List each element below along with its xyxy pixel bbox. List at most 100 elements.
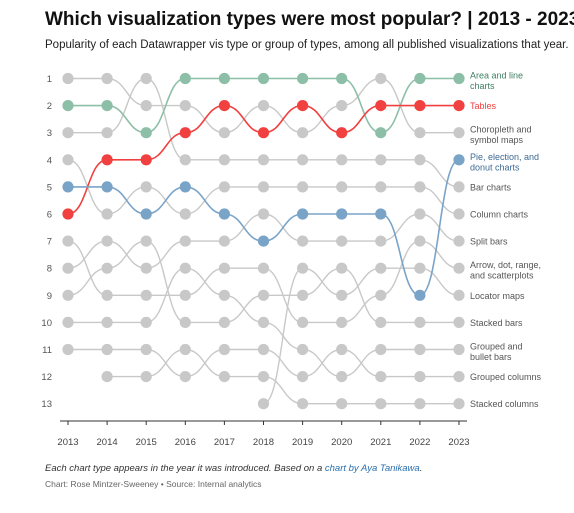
column-charts-point xyxy=(414,181,426,193)
stacked-columns-line xyxy=(107,348,459,405)
pie-election-and-donut-charts-series xyxy=(62,154,465,301)
stacked-bars-point xyxy=(297,289,309,301)
split-bars-point xyxy=(101,235,113,247)
rank-tick-label: 9 xyxy=(47,291,52,302)
footnote: Each chart type appears in the year it w… xyxy=(45,463,422,474)
grouped-and-bullet-bars-point xyxy=(257,316,270,328)
stacked-bars-point xyxy=(414,316,426,328)
bar-charts-point xyxy=(297,154,309,166)
grouped-and-bullet-bars-point xyxy=(101,316,113,328)
column-charts-point xyxy=(297,181,309,193)
pie-election-and-donut-charts-point xyxy=(101,181,113,193)
grouped-columns-point xyxy=(453,371,465,383)
split-bars-point xyxy=(297,235,309,247)
bar-charts-point xyxy=(257,154,270,166)
choropleth-and-symbol-maps-point xyxy=(179,100,191,112)
rank-tick-label: 4 xyxy=(47,155,52,166)
grouped-columns-series xyxy=(62,343,465,383)
split-bars-point xyxy=(140,262,152,274)
column-charts-point xyxy=(257,181,270,193)
rank-tick-label: 6 xyxy=(47,210,52,221)
grouped-and-bullet-bars-series xyxy=(62,262,465,383)
arrow-dot-range-and-scatterplots-series xyxy=(62,235,465,328)
x-tick-label: 2013 xyxy=(57,437,78,448)
pie-election-and-donut-charts-point xyxy=(62,181,74,193)
x-tick-label: 2019 xyxy=(292,437,313,448)
grouped-and-bullet-bars-point xyxy=(179,262,191,274)
source-chart-link[interactable]: chart by Aya Tanikawa xyxy=(324,463,420,474)
locator-maps-line xyxy=(263,267,460,405)
x-tick-label: 2015 xyxy=(136,437,157,448)
bar-charts-point xyxy=(140,72,152,85)
grouped-columns-point xyxy=(218,343,230,356)
column-charts-point xyxy=(336,181,348,193)
area-and-line-charts-point xyxy=(218,72,230,85)
choropleth-and-symbol-maps-series xyxy=(62,72,465,139)
grouped-columns-point xyxy=(414,371,426,383)
x-tick-label: 2021 xyxy=(370,437,391,448)
choropleth-and-symbol-maps-point xyxy=(218,127,230,139)
stacked-columns-point xyxy=(414,398,426,410)
stacked-bars-point xyxy=(375,316,387,328)
tables-point xyxy=(297,100,309,112)
bar-charts-line xyxy=(67,77,460,188)
bar-charts-point xyxy=(336,154,348,166)
split-bars-label: Split bars xyxy=(470,237,508,247)
tables-point xyxy=(140,154,152,166)
arrow-dot-range-and-scatterplots-point xyxy=(140,289,152,301)
credit-line: Chart: Rose Mintzer-Sweeney • Source: In… xyxy=(45,479,262,489)
footnote-text: Each chart type appears in the year it w… xyxy=(45,463,323,474)
chart-subtitle: Popularity of each Datawrapper vis type … xyxy=(45,39,569,51)
column-charts-point xyxy=(62,154,74,166)
area-and-line-charts-point xyxy=(375,127,387,139)
grouped-columns-label: Grouped columns xyxy=(470,372,542,382)
stacked-columns-point xyxy=(297,398,309,410)
choropleth-and-symbol-maps-point xyxy=(101,72,113,85)
column-charts-point xyxy=(101,208,113,220)
choropleth-and-symbol-maps-point xyxy=(375,72,387,85)
locator-maps-point xyxy=(336,289,348,301)
choropleth-and-symbol-maps-point xyxy=(336,100,348,112)
grouped-columns-point xyxy=(336,343,348,356)
x-tick-label: 2022 xyxy=(409,437,430,448)
stacked-columns-point xyxy=(218,371,230,383)
tables-series xyxy=(62,100,465,220)
grouped-columns-point xyxy=(140,343,152,356)
grouped-and-bullet-bars-point xyxy=(218,289,230,301)
area-and-line-charts-point xyxy=(297,72,309,85)
area-and-line-charts-point xyxy=(101,100,113,112)
stacked-columns-point xyxy=(453,398,465,410)
bar-charts-point xyxy=(218,154,230,166)
pie-election-and-donut-charts-point xyxy=(375,208,387,220)
arrow-dot-range-and-scatterplots-point xyxy=(62,235,74,247)
choropleth-and-symbol-maps-point xyxy=(414,127,426,139)
stacked-columns-point xyxy=(101,371,113,383)
rank-tick-label: 12 xyxy=(41,372,52,383)
grouped-and-bullet-bars-label: Grouped and xyxy=(470,342,523,352)
pie-election-and-donut-charts-line xyxy=(68,159,460,297)
area-and-line-charts-point xyxy=(140,127,152,139)
bar-charts-point xyxy=(453,181,465,193)
pie-election-and-donut-charts-point xyxy=(414,289,426,301)
pie-election-and-donut-charts-label: Pie, election, and xyxy=(470,152,539,162)
bar-charts-label: Bar charts xyxy=(470,182,512,192)
tables-point xyxy=(336,127,348,139)
stacked-bars-point xyxy=(257,289,270,301)
footnote-end: . xyxy=(419,463,423,474)
area-and-line-charts-series xyxy=(62,72,465,139)
stacked-bars-point xyxy=(218,316,230,328)
stacked-bars-point xyxy=(179,316,191,328)
arrow-dot-range-and-scatterplots-point xyxy=(218,262,230,274)
stacked-columns-point xyxy=(179,343,191,356)
column-charts-point xyxy=(140,181,152,193)
arrow-dot-range-and-scatterplots-point xyxy=(453,262,465,274)
split-bars-point xyxy=(414,208,426,220)
x-tick-label: 2016 xyxy=(175,437,196,448)
tables-point xyxy=(179,127,191,139)
grouped-and-bullet-bars-point xyxy=(453,343,465,356)
grouped-columns-point xyxy=(179,371,191,383)
pie-election-and-donut-charts-point xyxy=(179,181,191,193)
column-charts-point xyxy=(453,208,465,220)
tables-point xyxy=(62,208,74,220)
